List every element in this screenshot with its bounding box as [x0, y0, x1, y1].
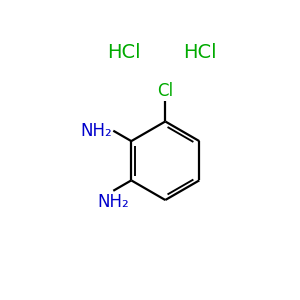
Text: HCl: HCl: [183, 43, 217, 62]
Text: NH₂: NH₂: [80, 122, 112, 140]
Text: HCl: HCl: [107, 43, 140, 62]
Text: NH₂: NH₂: [98, 193, 129, 211]
Text: Cl: Cl: [157, 82, 173, 100]
